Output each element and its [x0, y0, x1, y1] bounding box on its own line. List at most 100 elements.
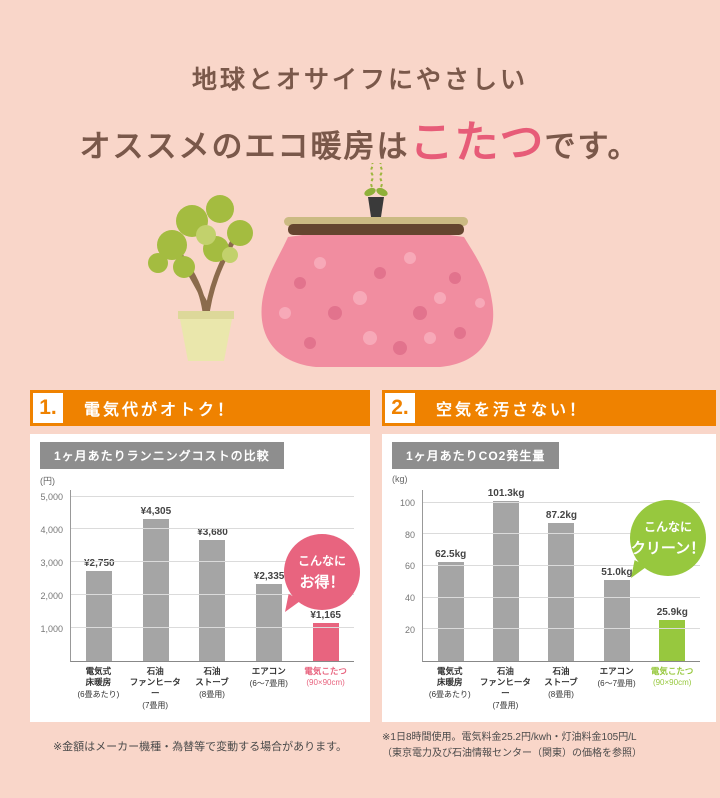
bar [548, 522, 575, 661]
gridline [423, 533, 700, 535]
section-1-header: 1. 電気代がオトク！ [30, 390, 370, 426]
y-axis-unit: (円) [40, 476, 55, 486]
blanket-texture-light [279, 252, 485, 345]
bar-value-label: ¥3,680 [197, 527, 228, 538]
steam-icon [370, 162, 374, 188]
y-tick-label: 100 [399, 497, 415, 508]
bar [256, 584, 283, 661]
bar-column: ¥4,305 [128, 490, 185, 661]
category-label: 電気こたつ (90×90cm) [304, 666, 347, 688]
bar-value-label: 101.3kg [487, 487, 525, 499]
tree-pot [180, 319, 232, 361]
badge-line-1: こんなに [297, 554, 346, 568]
category-label: 石油 ファンヒーター (7畳用) [479, 666, 531, 711]
bar-value-label: 87.2kg [545, 509, 578, 521]
title-kotatsu-highlight: こたつ [409, 118, 545, 167]
bar-column: 25.9kg [645, 490, 700, 661]
gridline [71, 594, 354, 596]
table-top-edge [284, 217, 468, 226]
kotatsu-blanket [261, 230, 494, 367]
y-axis: 1,000 2,000 3,000 4,000 5,000 [30, 490, 68, 662]
y-tick-label: 80 [404, 529, 415, 540]
gridline [71, 495, 354, 497]
co2-condition-note: ※1日8時間使用。電気料金25.2円/kwh・灯油料金105円/L （東京電力及… [382, 732, 642, 759]
bar [86, 570, 113, 661]
category-labels: 電気式 床暖房 (6畳あたり) 石油 ファンヒーター (7畳用) 石油 ストーブ (8畳用… [70, 666, 354, 711]
badge-line-1: こんなに [643, 520, 692, 534]
bar-value-label: 25.9kg [656, 607, 688, 618]
section-2-number-box: 2. [385, 393, 415, 423]
y-tick-label: 2,000 [40, 590, 63, 601]
section-2-number: 2. [391, 396, 409, 419]
plant-leaf [364, 187, 376, 197]
gridline [423, 501, 700, 503]
steam-icon [379, 162, 383, 188]
category-label: 石油 ストーブ (8畳用) [195, 666, 229, 700]
bar [142, 519, 169, 661]
chart-title: 1ヶ月あたりランニングコストの比較 [40, 442, 284, 469]
bar-value-label: ¥4,305 [140, 506, 172, 518]
running-cost-chart: 1ヶ月あたりランニングコストの比較 (円) 1,000 2,000 3,000 4,0… [30, 434, 370, 722]
bar-column: 62.5kg [423, 490, 478, 661]
cost-disclaimer-note: ※金額はメーカー機種・為替等で変動する場合があります。 [52, 741, 348, 753]
bar-column: ¥2,335 [241, 490, 298, 661]
page-title: 地球とオサイフにやさしい オススメのエコ暖房はこたつです。 [0, 60, 720, 170]
y-tick-label: 40 [404, 593, 415, 604]
badge-line-2: お得！ [299, 574, 345, 591]
gridline [423, 628, 700, 630]
chart-title: 1ヶ月あたりCO2発生量 [392, 442, 560, 469]
section-2-label: 空気を汚さない！ [436, 402, 589, 419]
bar [603, 580, 630, 661]
title-line-1: 地球とオサイフにやさしい [191, 66, 528, 94]
category-label: 電気式 床暖房 (6畳あたり) [77, 666, 120, 700]
bars-container: ¥2,750 ¥4,305 ¥3,680 ¥2,335 ¥1,165 [71, 490, 354, 661]
gridline [71, 528, 354, 530]
category-label: エアコン (6～7畳用) [597, 666, 636, 689]
plot-area: ¥2,750 ¥4,305 ¥3,680 ¥2,335 ¥1,165 [70, 490, 354, 662]
y-tick-label: 1,000 [40, 623, 63, 634]
bars-container: 62.5kg 101.3kg 87.2kg 51.0kg 25.9kg [423, 487, 700, 661]
bar-column: ¥3,680 [184, 490, 241, 661]
table-top [288, 224, 464, 235]
plant-pot [368, 197, 384, 217]
co2-emission-chart: 1ヶ月あたりCO2発生量 (kg) 20 40 60 80 100 62.5kg 101.… [382, 434, 716, 722]
section-1-label: 電気代がオトク！ [84, 402, 237, 419]
category-label: 電気こたつ (90×90cm) [650, 666, 694, 688]
gridline [71, 627, 354, 629]
kotatsu-table [261, 162, 494, 367]
y-axis-unit: (kg) [392, 474, 408, 484]
bar-value-label: 51.0kg [601, 567, 633, 579]
section-1-number-box: 1. [33, 393, 63, 423]
tree-illustration [148, 195, 253, 361]
gridline [423, 596, 700, 598]
y-tick-label: 20 [404, 625, 415, 636]
title-line-2-post: です。 [544, 129, 641, 164]
bar [199, 540, 226, 661]
bar-value-label: 62.5kg [435, 549, 467, 561]
section-1-number: 1. [39, 396, 57, 419]
category-label: 石油 ファンヒーター (7畳用) [129, 666, 181, 711]
y-tick-label: 4,000 [40, 524, 63, 535]
y-tick-label: 3,000 [40, 557, 63, 568]
title-line-2: オススメのエコ暖房はこたつです。 [0, 106, 720, 170]
tree-pot-rim [178, 311, 234, 319]
bar [437, 562, 464, 661]
bar [493, 500, 520, 661]
plot-area: 62.5kg 101.3kg 87.2kg 51.0kg 25.9kg [422, 487, 700, 662]
plant-leaf [376, 187, 388, 197]
badge-line-2: クリーン！ [630, 540, 706, 557]
bar-value-label: ¥2,750 [84, 557, 115, 569]
category-label: 石油 ストーブ (8畳用) [544, 666, 578, 700]
bar [312, 622, 339, 661]
gridline [71, 561, 354, 563]
bar [659, 620, 686, 661]
bar-column: 87.2kg [534, 490, 589, 661]
bar-column: ¥1,165 [297, 490, 354, 661]
bar-value-label: ¥2,335 [253, 571, 285, 583]
bar-column: ¥2,750 [71, 490, 128, 661]
title-line-2-pre: オススメのエコ暖房は [79, 129, 410, 164]
section-2-header: 2. 空気を汚さない！ [382, 390, 716, 426]
y-tick-label: 60 [404, 561, 415, 572]
y-tick-label: 5,000 [40, 491, 63, 502]
